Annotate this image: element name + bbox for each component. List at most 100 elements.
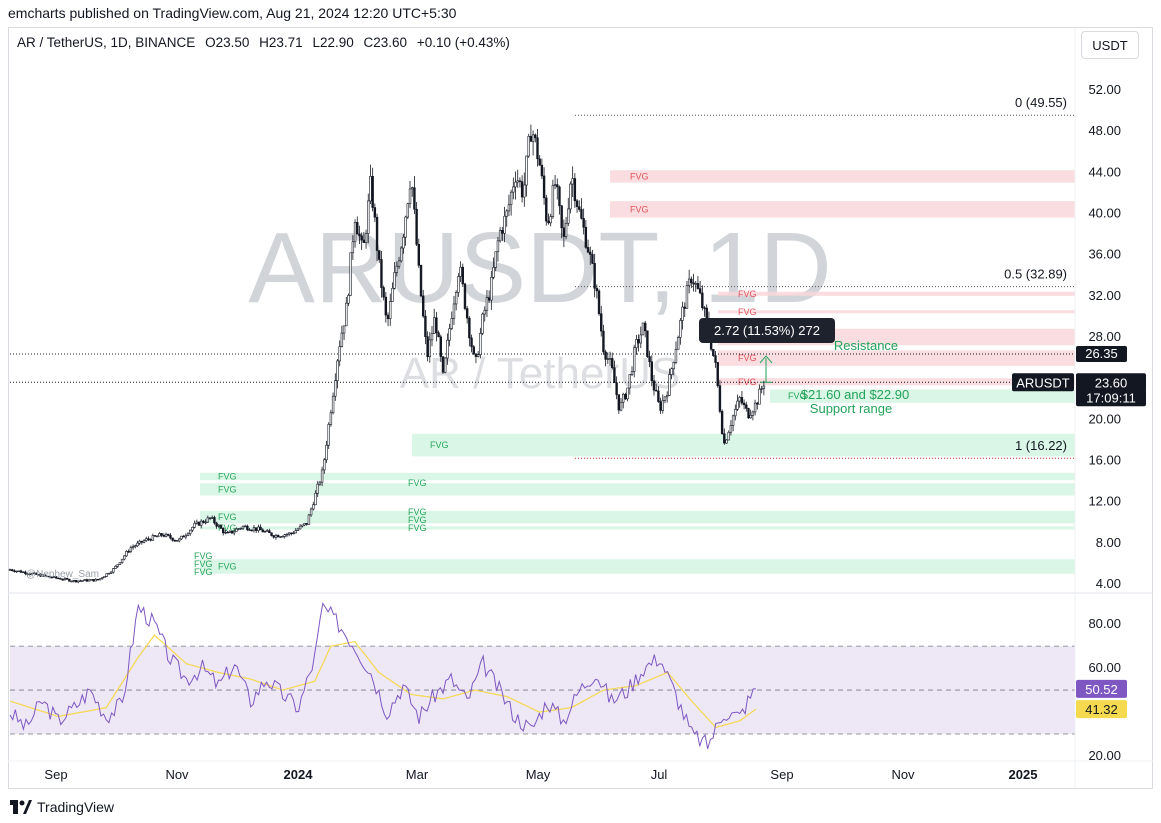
candle-body — [378, 250, 381, 260]
candle-body — [338, 346, 341, 362]
candle-body — [171, 537, 174, 541]
candle-body — [690, 278, 693, 284]
candle-body — [318, 481, 322, 485]
candle-body — [323, 459, 326, 471]
candle-body — [723, 433, 726, 444]
candle-body — [208, 517, 212, 519]
candle-body — [298, 525, 302, 530]
candle-body — [193, 523, 196, 528]
candle-body — [272, 535, 275, 538]
candle-body — [226, 531, 229, 534]
candle-body — [147, 538, 150, 540]
candle-body — [731, 415, 735, 426]
fvg-zone — [718, 378, 1075, 386]
fvg-left-label: FVG — [194, 567, 213, 577]
fvg-left-label: FVG — [194, 551, 213, 561]
candle-body — [465, 308, 469, 319]
candle-body — [509, 191, 513, 206]
candle-body — [545, 197, 548, 222]
fvg-zone — [200, 510, 1075, 524]
candle-body — [239, 527, 242, 530]
candle-body — [37, 574, 40, 576]
candle-body — [584, 226, 588, 248]
candle-body — [232, 531, 236, 534]
time-tick-label: Nov — [165, 767, 189, 782]
candle-body — [334, 380, 337, 397]
candle-body — [180, 535, 183, 540]
candle-body — [672, 362, 675, 370]
candle-body — [496, 240, 500, 253]
candle-body — [307, 514, 311, 525]
candle-body — [406, 203, 410, 218]
candle-body — [567, 208, 570, 224]
up-arrow-head — [759, 355, 773, 364]
candle-body — [184, 535, 188, 538]
candle-body — [481, 313, 484, 334]
candle-body — [525, 155, 528, 186]
candle-body — [617, 394, 621, 411]
candle-body — [197, 521, 201, 526]
candle-body — [351, 241, 355, 254]
candle-body — [692, 282, 695, 285]
candle-body — [114, 566, 117, 569]
rsi-tick-label: 60.00 — [1088, 660, 1121, 675]
candle-body — [683, 306, 686, 309]
candle-body — [200, 520, 203, 526]
candle-body — [13, 570, 16, 572]
fvg-left-label: FVG — [408, 523, 427, 533]
candle-body — [107, 573, 111, 575]
resistance-label: Resistance — [834, 338, 898, 353]
candle-body — [619, 401, 623, 411]
candle-body — [123, 555, 126, 560]
candle-body — [134, 545, 137, 548]
candle-body — [626, 387, 629, 400]
rsi-value-tag-bg — [1076, 679, 1127, 698]
candle-body — [270, 532, 273, 536]
candle-body — [204, 521, 207, 524]
open-value: O23.50 — [205, 35, 250, 50]
candle-body — [608, 358, 612, 360]
candle-body — [296, 528, 300, 531]
candle-body — [580, 209, 583, 219]
candle-body — [349, 252, 352, 296]
candle-body — [591, 254, 594, 264]
candle-body — [542, 175, 546, 199]
measure-box[interactable]: 2.72 (11.53%) 272 — [699, 318, 835, 343]
candle-body — [633, 347, 636, 372]
footer-brand[interactable]: TradingView — [10, 799, 114, 815]
candle-body — [364, 233, 368, 244]
candle-body — [674, 349, 678, 363]
candle-body — [101, 577, 104, 579]
candle-body — [265, 530, 269, 532]
candle-body — [360, 235, 363, 241]
candle-body — [551, 185, 555, 217]
candle-body — [305, 523, 308, 525]
candle-body — [736, 400, 739, 410]
candle-body — [459, 266, 462, 277]
currency-button[interactable]: USDT — [1081, 31, 1139, 59]
candle-body — [24, 571, 27, 575]
candle-body — [83, 579, 86, 581]
price-tick-label: 28.00 — [1088, 329, 1121, 344]
candle-body — [309, 508, 313, 516]
candle-body — [325, 444, 328, 461]
candle-body — [8, 569, 12, 571]
candle-body — [753, 402, 757, 413]
candle-body — [718, 385, 722, 412]
candle-body — [118, 562, 122, 565]
candle-body — [274, 535, 278, 538]
candle-body — [342, 325, 346, 334]
candle-body — [494, 251, 497, 268]
candle-body — [353, 222, 357, 243]
candle-body — [498, 230, 502, 242]
candle-body — [241, 525, 245, 529]
price-tag-symbol: ARUSDT — [1016, 375, 1070, 390]
symbol-name[interactable]: AR / TetherUS, 1D, BINANCE — [17, 35, 196, 50]
candle-body — [422, 295, 425, 317]
price-tick-label: 44.00 — [1088, 164, 1121, 179]
candle-body — [395, 265, 399, 273]
candle-body — [756, 402, 759, 405]
fvg-label: FVG — [218, 471, 237, 481]
candle-body — [417, 244, 421, 266]
